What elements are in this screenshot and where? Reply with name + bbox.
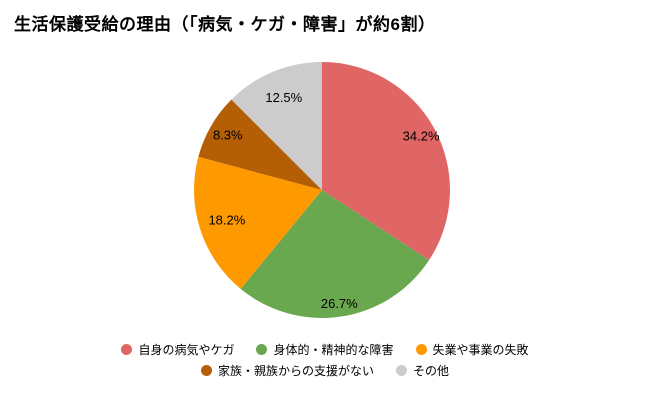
legend-swatch-icon — [121, 344, 133, 355]
legend-label: その他 — [413, 364, 450, 378]
legend-swatch-icon — [396, 365, 407, 376]
slice-label-2: 26.7% — [321, 296, 358, 311]
legend-label: 自身の病気やケガ — [138, 343, 235, 357]
pie-slice-5 — [231, 62, 322, 190]
legend-item-1: 自身の病気やケガ — [121, 341, 234, 358]
legend-label: 家族・親族からの支援がない — [217, 364, 374, 378]
legend-label: 失業や事業の失敗 — [432, 343, 529, 357]
chart-legend: 自身の病気やケガ 身体的・精神的な障害 失業や事業の失敗家族・親族からの支援がない そ… — [0, 341, 650, 379]
chart-title: 生活保護受給の理由（「病気・ケガ・障害」が約6割） — [14, 15, 436, 34]
legend-item-4: 家族・親族からの支援がない — [200, 362, 374, 379]
pie-slice-3 — [193, 156, 322, 289]
legend-item-5: その他 — [396, 362, 449, 379]
legend-row: 家族・親族からの支援がない その他 — [200, 362, 449, 379]
legend-row: 自身の病気やケガ 身体的・精神的な障害 失業や事業の失敗 — [121, 341, 529, 358]
pie-slice-1 — [322, 62, 450, 261]
pie-slice-2 — [240, 190, 430, 319]
slice-label-5: 12.5% — [265, 90, 302, 105]
legend-swatch-icon — [200, 365, 212, 376]
legend-label: 身体的・精神的な障害 — [273, 343, 394, 357]
slice-label-1: 34.2% — [403, 129, 440, 144]
slice-label-3: 18.2% — [208, 212, 245, 227]
legend-item-3: 失業や事業の失敗 — [415, 341, 529, 358]
slice-label-4: 8.3% — [213, 128, 243, 143]
legend-swatch-icon — [256, 344, 268, 355]
pie-slice-4 — [198, 99, 322, 190]
legend-item-2: 身体的・精神的な障害 — [256, 341, 394, 358]
legend-swatch-icon — [415, 344, 427, 355]
